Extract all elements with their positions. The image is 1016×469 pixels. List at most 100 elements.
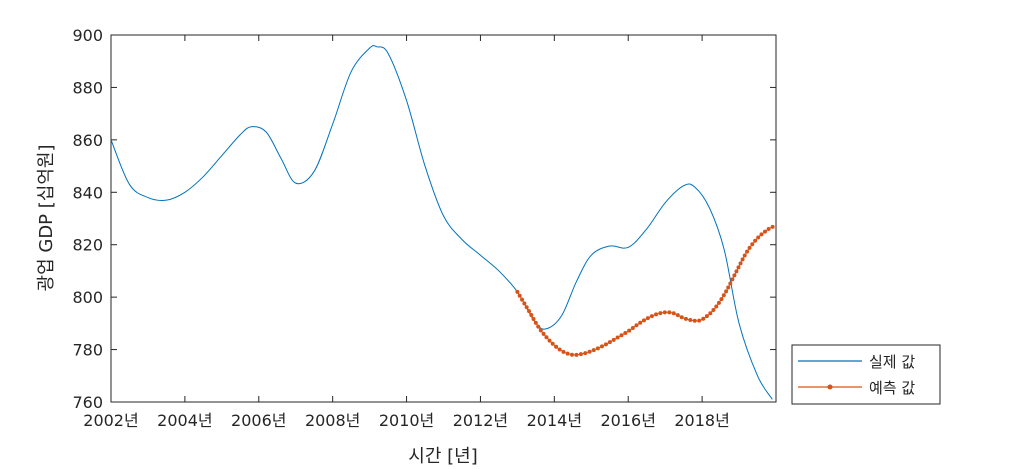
x-tick-label: 2002년 (83, 411, 138, 430)
predicted-point (701, 316, 706, 321)
predicted-point (578, 352, 583, 357)
predicted-point (692, 318, 697, 323)
predicted-point (595, 346, 600, 351)
predicted-point (770, 224, 775, 229)
y-tick-label: 780 (72, 341, 103, 360)
y-axis: 760 780 800 820 840 860 880 900 (72, 26, 776, 412)
predicted-point (742, 253, 747, 258)
series-layer (110, 45, 775, 400)
predicted-point (557, 347, 562, 352)
predicted-point (738, 261, 743, 266)
predicted-point (753, 238, 758, 243)
x-tick-label: 2012년 (453, 411, 508, 430)
predicted-point (619, 333, 624, 338)
predicted-point (615, 335, 620, 340)
predicted-point (662, 310, 667, 315)
predicted-point (645, 316, 650, 321)
predicted-point (649, 314, 654, 319)
predicted-point (583, 351, 588, 356)
predicted-point (728, 281, 733, 286)
predicted-point (547, 338, 552, 343)
predicted-point (734, 269, 739, 274)
y-tick-label: 820 (72, 236, 103, 255)
y-tick-label: 900 (72, 26, 103, 45)
x-tick-label: 2010년 (379, 411, 434, 430)
predicted-point (520, 297, 525, 302)
predicted-point (766, 226, 771, 231)
predicted-point (515, 289, 520, 294)
predicted-point (634, 323, 639, 328)
y-axis-title: 광업 GDP [십억원] (36, 145, 57, 292)
predicted-point (726, 285, 731, 290)
predicted-point (627, 328, 632, 333)
y-tick-label: 860 (72, 131, 103, 150)
y-tick-label: 760 (72, 393, 103, 412)
predicted-point (671, 311, 676, 316)
predicted-point (724, 289, 729, 294)
series-line-actual (110, 45, 773, 400)
predicted-point (716, 300, 721, 305)
predicted-point (565, 351, 570, 356)
predicted-point (719, 297, 724, 302)
predicted-point (711, 307, 716, 312)
predicted-point (730, 277, 735, 282)
y-tick-label: 840 (72, 183, 103, 202)
predicted-point (708, 311, 713, 316)
x-tick-label: 2004년 (157, 411, 212, 430)
predicted-point (569, 352, 574, 357)
predicted-point (531, 316, 536, 321)
x-tick-label: 2018년 (674, 411, 729, 430)
predicted-point (550, 341, 555, 346)
predicted-point (527, 309, 532, 314)
legend-marker-predicted (827, 384, 833, 390)
predicted-point (675, 313, 680, 318)
x-tick-label: 2014년 (527, 411, 582, 430)
x-tick-label: 2006년 (231, 411, 286, 430)
predicted-point (630, 325, 635, 330)
predicted-point (587, 349, 592, 354)
predicted-point (658, 311, 663, 316)
predicted-point (688, 318, 693, 323)
predicted-point (759, 232, 764, 237)
predicted-point (683, 316, 688, 321)
predicted-point (732, 273, 737, 278)
predicted-point (679, 315, 684, 320)
x-tick-label: 2008년 (305, 411, 360, 430)
x-axis: 2002년 2004년 2006년 2008년 2010년 2012년 2014년 2016년… (83, 35, 730, 430)
predicted-point (529, 313, 534, 318)
predicted-point (623, 330, 628, 335)
y-tick-label: 880 (72, 78, 103, 97)
predicted-point (667, 310, 672, 315)
predicted-point (641, 318, 646, 323)
predicted-point (603, 342, 608, 347)
legend-box (791, 344, 941, 405)
predicted-point (536, 324, 541, 329)
predicted-point (538, 328, 543, 333)
predicted-point (736, 265, 741, 270)
predicted-point (522, 301, 527, 306)
predicted-point (533, 320, 538, 325)
predicted-point (607, 340, 612, 345)
y-tick-label: 800 (72, 288, 103, 307)
predicted-point (750, 242, 755, 247)
predicted-point (756, 235, 761, 240)
predicted-point (654, 312, 659, 317)
predicted-point (599, 344, 604, 349)
legend-label-actual: 실제 값 (869, 353, 915, 371)
predicted-point (611, 337, 616, 342)
predicted-point (541, 331, 546, 336)
predicted-point (591, 348, 596, 353)
predicted-point (697, 318, 702, 323)
x-tick-label: 2016년 (600, 411, 655, 430)
predicted-point (721, 293, 726, 298)
predicted-point (763, 229, 767, 234)
predicted-point (638, 320, 643, 325)
predicted-point (561, 349, 566, 354)
predicted-point (740, 257, 745, 262)
predicted-point (517, 293, 522, 298)
predicted-point (704, 314, 709, 319)
predicted-point (714, 304, 719, 309)
predicted-point (574, 352, 579, 357)
x-axis-title: 시간 [년] (408, 446, 477, 467)
